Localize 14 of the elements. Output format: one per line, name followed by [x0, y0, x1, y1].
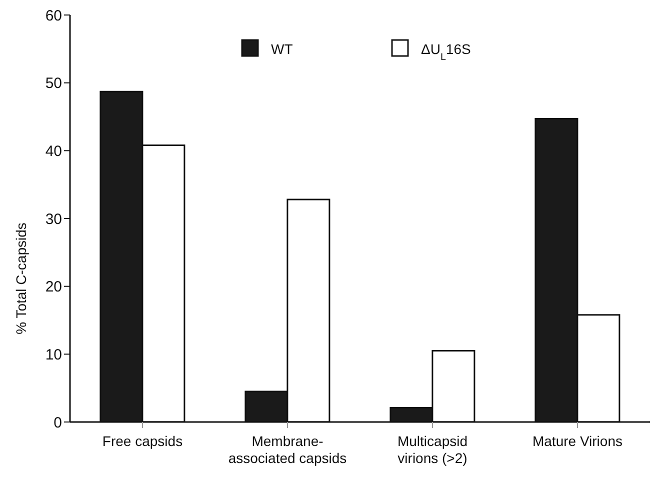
y-tick-label: 40: [45, 142, 62, 160]
y-tick-label: 0: [54, 414, 62, 432]
x-tick-label: Membrane-associated capsids: [228, 433, 347, 466]
y-tick-label: 10: [45, 346, 62, 364]
x-tick-label: Free capsids: [102, 433, 183, 449]
y-tick-label: 30: [45, 210, 62, 228]
x-tick-label: Mature Virions: [532, 433, 623, 449]
y-axis-title: % Total C-capsids: [12, 222, 29, 334]
x-tick-label: Multicapsid virions (>2): [397, 433, 468, 466]
legend-label: WT: [271, 41, 294, 57]
y-tick-label: 50: [45, 75, 62, 92]
y-tick-label: 20: [45, 278, 62, 296]
legend-label: ΔU$_{L}$16S: [421, 41, 471, 62]
y-tick-label: 60: [45, 7, 62, 24]
